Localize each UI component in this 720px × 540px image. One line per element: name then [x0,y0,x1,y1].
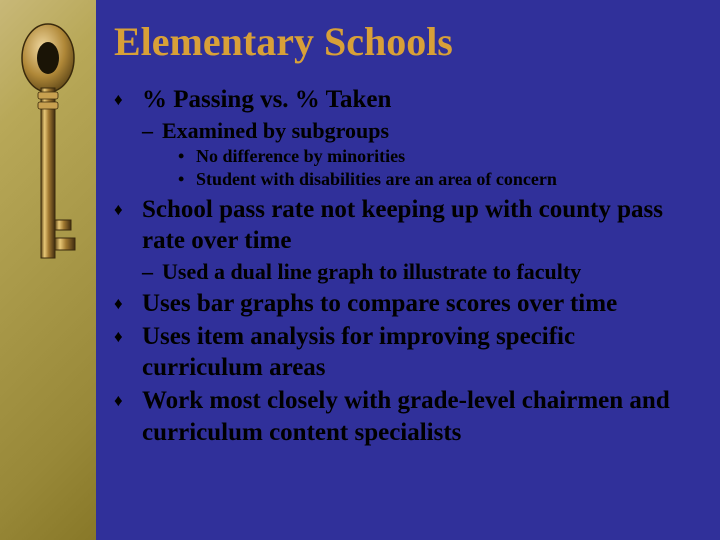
bullet-text: Uses bar graphs to compare scores over t… [142,288,696,319]
bullet-text: Work most closely with grade-level chair… [142,385,696,448]
sidebar-texture [0,0,96,540]
dash-bullet-icon: – [142,117,162,145]
bullet-lvl1: ♦ % Passing vs. % Taken [114,84,696,115]
diamond-bullet-icon: ♦ [114,194,142,220]
bullet-lvl1: ♦ School pass rate not keeping up with c… [114,194,696,257]
bullet-text: School pass rate not keeping up with cou… [142,194,696,257]
slide-title: Elementary Schools [114,20,696,64]
bullet-lvl3: • Student with disabilities are an area … [178,168,696,191]
bullet-text: Used a dual line graph to illustrate to … [162,258,696,286]
dot-bullet-icon: • [178,145,196,168]
bullet-text: No difference by minorities [196,145,696,168]
bullet-text: Uses item analysis for improving specifi… [142,321,696,384]
bullet-lvl1: ♦ Work most closely with grade-level cha… [114,385,696,448]
bullet-lvl1: ♦ Uses item analysis for improving speci… [114,321,696,384]
bullet-text: Student with disabilities are an area of… [196,168,696,191]
bullet-lvl2: – Used a dual line graph to illustrate t… [142,258,696,286]
diamond-bullet-icon: ♦ [114,288,142,314]
key-icon [18,20,78,280]
dot-bullet-icon: • [178,168,196,191]
slide-body: Elementary Schools ♦ % Passing vs. % Tak… [96,0,720,540]
diamond-bullet-icon: ♦ [114,321,142,347]
diamond-bullet-icon: ♦ [114,385,142,411]
bullet-lvl2: – Examined by subgroups [142,117,696,145]
dash-bullet-icon: – [142,258,162,286]
bullet-text: Examined by subgroups [162,117,696,145]
bullet-lvl3: • No difference by minorities [178,145,696,168]
bullet-text: % Passing vs. % Taken [142,84,696,115]
diamond-bullet-icon: ♦ [114,84,142,110]
bullet-lvl1: ♦ Uses bar graphs to compare scores over… [114,288,696,319]
